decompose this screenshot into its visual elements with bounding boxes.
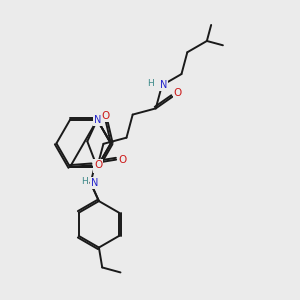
Text: H: H <box>81 177 88 186</box>
Text: H: H <box>147 79 154 88</box>
Text: N: N <box>160 80 167 90</box>
Text: O: O <box>102 111 110 121</box>
Text: N: N <box>94 115 101 125</box>
Text: N: N <box>94 162 101 172</box>
Text: O: O <box>174 88 182 98</box>
Text: O: O <box>119 154 127 165</box>
Text: N: N <box>91 178 98 188</box>
Text: O: O <box>94 160 102 170</box>
